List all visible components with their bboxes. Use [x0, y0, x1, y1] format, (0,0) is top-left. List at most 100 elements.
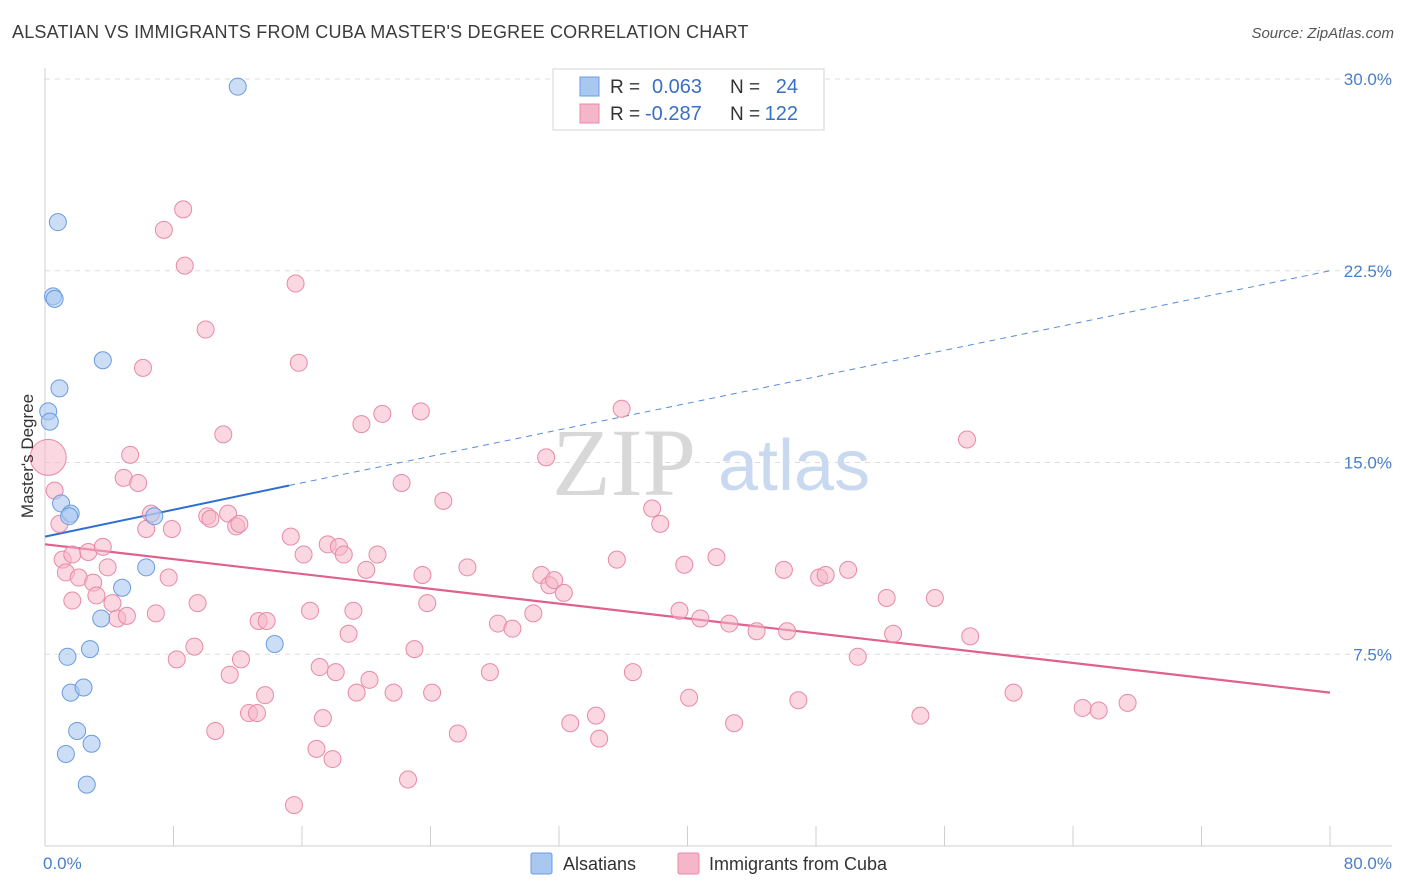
data-point-immigrants-from-cuba [103, 594, 122, 613]
stats-n-value-pink: 122 [765, 103, 798, 125]
data-point-immigrants-from-cuba [586, 706, 605, 725]
stats-legend-swatch-blue [579, 76, 600, 97]
y-tick-label: 30.0% [1344, 70, 1392, 89]
data-point-immigrants-from-cuba [256, 686, 275, 705]
trend-lines [44, 270, 1331, 694]
data-point-immigrants-from-cuba [774, 560, 793, 579]
data-point-immigrants-from-cuba [326, 663, 345, 682]
data-point-alsatians [92, 609, 111, 628]
data-point-immigrants-from-cuba [175, 256, 194, 275]
data-point-immigrants-from-cuba [313, 709, 332, 728]
data-point-immigrants-from-cuba [339, 624, 358, 643]
data-point-immigrants-from-cuba [720, 614, 739, 633]
data-point-immigrants-from-cuba [789, 691, 808, 710]
data-point-immigrants-from-cuba [384, 683, 403, 702]
x-axis-ticks [173, 826, 1331, 846]
source-credit: Source: ZipAtlas.com [1251, 25, 1394, 42]
data-point-immigrants-from-cuba [434, 491, 453, 510]
data-point-immigrants-from-cuba [1089, 701, 1108, 720]
data-point-immigrants-from-cuba [360, 670, 379, 689]
stats-legend: R = 0.063 N = 24 R = -0.287 N = 122 [552, 68, 825, 131]
data-point-alsatians [40, 412, 59, 431]
data-point-immigrants-from-cuba [301, 601, 320, 620]
data-point-immigrants-from-cuba [957, 430, 976, 449]
data-point-immigrants-from-cuba [524, 604, 543, 623]
data-point-alsatians [50, 379, 69, 398]
data-point-immigrants-from-cuba [248, 704, 267, 723]
data-point-immigrants-from-cuba [162, 519, 181, 538]
data-point-immigrants-from-cuba [925, 589, 944, 608]
data-point-alsatians [137, 558, 156, 577]
data-point-immigrants-from-cuba [707, 548, 726, 567]
data-point-immigrants-from-cuba [368, 545, 387, 564]
data-point-immigrants-from-cuba [154, 220, 173, 239]
data-point-immigrants-from-cuba [220, 665, 239, 684]
watermark: ZIP atlas [552, 409, 870, 516]
stats-r-value-blue: 0.063 [652, 76, 702, 98]
data-point-alsatians [80, 640, 99, 659]
trend-line-alsatians [44, 484, 290, 538]
data-point-immigrants-from-cuba [219, 504, 238, 523]
data-point-immigrants-from-cuba [413, 565, 432, 584]
y-axis-title: Master's Degree [18, 394, 37, 518]
chart-title: ALSATIAN VS IMMIGRANTS FROM CUBA MASTER'… [12, 22, 749, 42]
data-point-immigrants-from-cuba [418, 594, 437, 613]
data-point-immigrants-from-cuba [289, 353, 308, 372]
data-point-alsatians [48, 213, 67, 232]
x-tick-label-max: 80.0% [1344, 854, 1392, 873]
stats-legend-swatch-pink [579, 103, 600, 124]
data-point-immigrants-from-cuba [503, 619, 522, 638]
data-point-alsatians [82, 734, 101, 753]
legend-label-immigrants-from-cuba: Immigrants from Cuba [709, 854, 888, 874]
data-point-alsatians [77, 775, 96, 794]
data-point-immigrants-from-cuba [373, 404, 392, 423]
data-point-alsatians [60, 507, 79, 526]
data-point-immigrants-from-cuba [961, 627, 980, 646]
data-point-immigrants-from-cuba [545, 571, 564, 590]
data-point-immigrants-from-cuba [334, 545, 353, 564]
data-point-immigrants-from-cuba [257, 612, 276, 631]
data-point-immigrants-from-cuba [93, 537, 112, 556]
data-point-immigrants-from-cuba [537, 448, 556, 467]
data-point-immigrants-from-cuba [480, 663, 499, 682]
data-point-immigrants-from-cuba [29, 438, 67, 476]
data-point-immigrants-from-cuba [129, 473, 148, 492]
data-point-immigrants-from-cuba [206, 721, 225, 740]
y-tick-label: 22.5% [1344, 262, 1392, 281]
data-point-immigrants-from-cuba [554, 583, 573, 602]
data-point-immigrants-from-cuba [607, 550, 626, 569]
y-tick-label: 15.0% [1344, 454, 1392, 473]
stats-n-value-blue: 24 [776, 76, 798, 98]
data-point-immigrants-from-cuba [670, 601, 689, 620]
data-point-alsatians [74, 678, 93, 697]
stats-r-label-blue: R = [610, 77, 640, 98]
stats-r-label-pink: R = [610, 104, 640, 125]
data-point-immigrants-from-cuba [816, 565, 835, 584]
data-point-immigrants-from-cuba [651, 514, 670, 533]
data-point-immigrants-from-cuba [87, 586, 106, 605]
data-point-immigrants-from-cuba [725, 714, 744, 733]
data-point-immigrants-from-cuba [392, 473, 411, 492]
data-point-immigrants-from-cuba [159, 568, 178, 587]
data-point-immigrants-from-cuba [675, 555, 694, 574]
data-point-immigrants-from-cuba [117, 606, 136, 625]
x-tick-label-min: 0.0% [43, 854, 82, 873]
data-point-immigrants-from-cuba [146, 604, 165, 623]
data-point-immigrants-from-cuba [458, 558, 477, 577]
data-point-immigrants-from-cuba [121, 445, 140, 464]
data-point-alsatians [56, 744, 75, 763]
stats-n-label-pink: N = [730, 104, 760, 125]
data-point-immigrants-from-cuba [63, 591, 82, 610]
data-point-immigrants-from-cuba [357, 560, 376, 579]
data-point-alsatians [58, 647, 77, 666]
data-point-immigrants-from-cuba [284, 796, 303, 815]
data-point-immigrants-from-cuba [98, 558, 117, 577]
trend-line-immigrants-from-cuba [44, 543, 1331, 694]
data-point-immigrants-from-cuba [307, 739, 326, 758]
data-point-immigrants-from-cuba [423, 683, 442, 702]
data-point-immigrants-from-cuba [1073, 698, 1092, 717]
data-point-immigrants-from-cuba [188, 594, 207, 613]
data-point-immigrants-from-cuba [691, 609, 710, 628]
stats-r-value-pink: -0.287 [645, 103, 702, 125]
data-point-immigrants-from-cuba [643, 499, 662, 518]
